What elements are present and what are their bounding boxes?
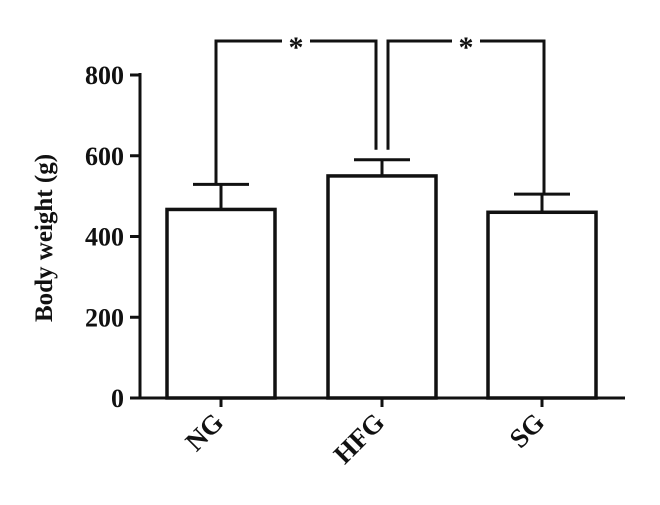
bar-sg <box>486 210 598 400</box>
y-axis-ticks: 0 200 400 600 800 <box>85 61 140 413</box>
significance-brackets: * * <box>214 31 546 194</box>
bar-hfg <box>326 174 438 400</box>
significance-bracket-hfg-sg <box>386 39 546 194</box>
x-tick-label-hfg: HFG <box>328 407 391 470</box>
y-tick-label: 800 <box>85 61 124 90</box>
y-tick-label: 400 <box>85 223 124 252</box>
category-labels: NG HFG SG <box>179 398 550 470</box>
bars <box>165 174 598 400</box>
y-tick-label: 600 <box>85 142 124 171</box>
y-axis-title: Body weight (g) <box>31 154 58 322</box>
error-bars <box>193 158 570 213</box>
x-tick-label-ng: NG <box>179 407 229 457</box>
y-tick-label: 200 <box>85 303 124 332</box>
x-tick-label-sg: SG <box>504 407 551 454</box>
bar-ng <box>165 207 277 400</box>
significance-bracket-ng-hfg <box>214 39 378 184</box>
significance-label: * <box>289 31 304 64</box>
significance-label: * <box>459 31 474 64</box>
y-tick-label: 0 <box>111 384 124 413</box>
